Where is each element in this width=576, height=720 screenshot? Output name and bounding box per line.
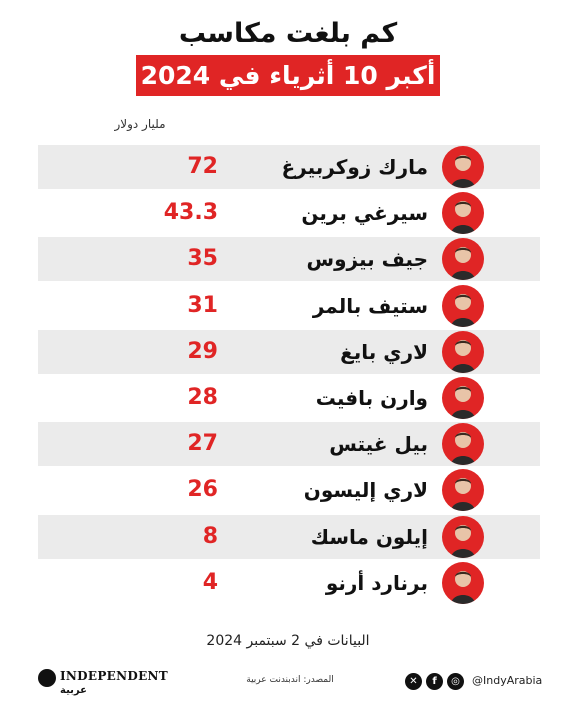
table-row: 4 برنارد أرنو <box>38 561 540 605</box>
data-date: البيانات في 2 سبتمبر 2024 <box>206 633 370 649</box>
page-title: كم بلغت مكاسب <box>178 18 398 49</box>
row-value: 72 <box>187 154 218 179</box>
row-name: جيف بيزوس <box>306 247 428 272</box>
table-row: 72 مارك زوكربيرغ <box>38 145 540 189</box>
table-row: 31 ستيف بالمر <box>38 284 540 328</box>
table-row: 35 جيف بيزوس <box>38 237 540 282</box>
row-name: برنارد أرنو <box>325 570 428 595</box>
row-value: 26 <box>187 477 218 503</box>
row-name: سيرغي برين <box>301 201 428 226</box>
person-avatar-icon <box>442 238 484 281</box>
row-value: 8 <box>202 523 218 549</box>
logo-wordmark: INDEPENDENT <box>60 669 169 683</box>
page-subtitle-banner: أكبر 10 أثرياء في 2024 ؟ <box>136 55 440 131</box>
row-value: 4 <box>202 569 218 595</box>
person-avatar-icon <box>442 561 484 604</box>
person-avatar-icon <box>442 377 484 419</box>
logo-eagle-icon <box>38 669 56 687</box>
person-avatar-icon <box>442 515 484 558</box>
facebook-icon[interactable]: f <box>426 673 443 690</box>
person-avatar-icon <box>442 146 484 188</box>
row-name: ستيف بالمر <box>312 293 428 318</box>
row-name: لاري بايغ <box>340 339 428 364</box>
instagram-icon[interactable]: ◎ <box>447 673 464 690</box>
row-value: 35 <box>187 246 218 272</box>
table-row: 28 وارن بافيت <box>38 376 540 420</box>
row-value: 27 <box>187 431 218 457</box>
social-handle[interactable]: @IndyArabia <box>472 674 543 687</box>
unit-label: مليار دولار <box>114 117 166 131</box>
person-avatar-icon <box>442 423 484 466</box>
table-row: 29 لاري بايغ <box>38 329 540 374</box>
row-name: بيل غيتس <box>329 432 428 457</box>
person-avatar-icon <box>442 469 484 512</box>
table-row: 26 لاري إليسون <box>38 468 540 512</box>
independent-logo[interactable]: INDEPENDENT عربية <box>38 665 168 701</box>
logo-wordmark-arabic: عربية <box>60 685 87 696</box>
person-avatar-icon <box>442 330 484 373</box>
row-value: 28 <box>187 385 218 410</box>
table-row: 27 بيل غيتس <box>38 422 540 467</box>
table-row: 8 إيلون ماسك <box>38 514 540 559</box>
source-note: المصدر: اندبندنت عربية <box>246 675 334 685</box>
table-row: 43.3 سيرغي برين <box>38 191 540 235</box>
person-avatar-icon <box>442 284 484 327</box>
row-name: إيلون ماسك <box>310 524 428 549</box>
row-name: وارن بافيت <box>315 386 428 410</box>
row-value: 43.3 <box>163 200 218 226</box>
row-value: 31 <box>187 292 218 318</box>
row-value: 29 <box>187 338 218 364</box>
person-avatar-icon <box>442 192 484 235</box>
row-name: لاري إليسون <box>303 478 428 503</box>
x-icon[interactable]: ✕ <box>405 673 422 690</box>
row-name: مارك زوكربيرغ <box>281 155 429 179</box>
